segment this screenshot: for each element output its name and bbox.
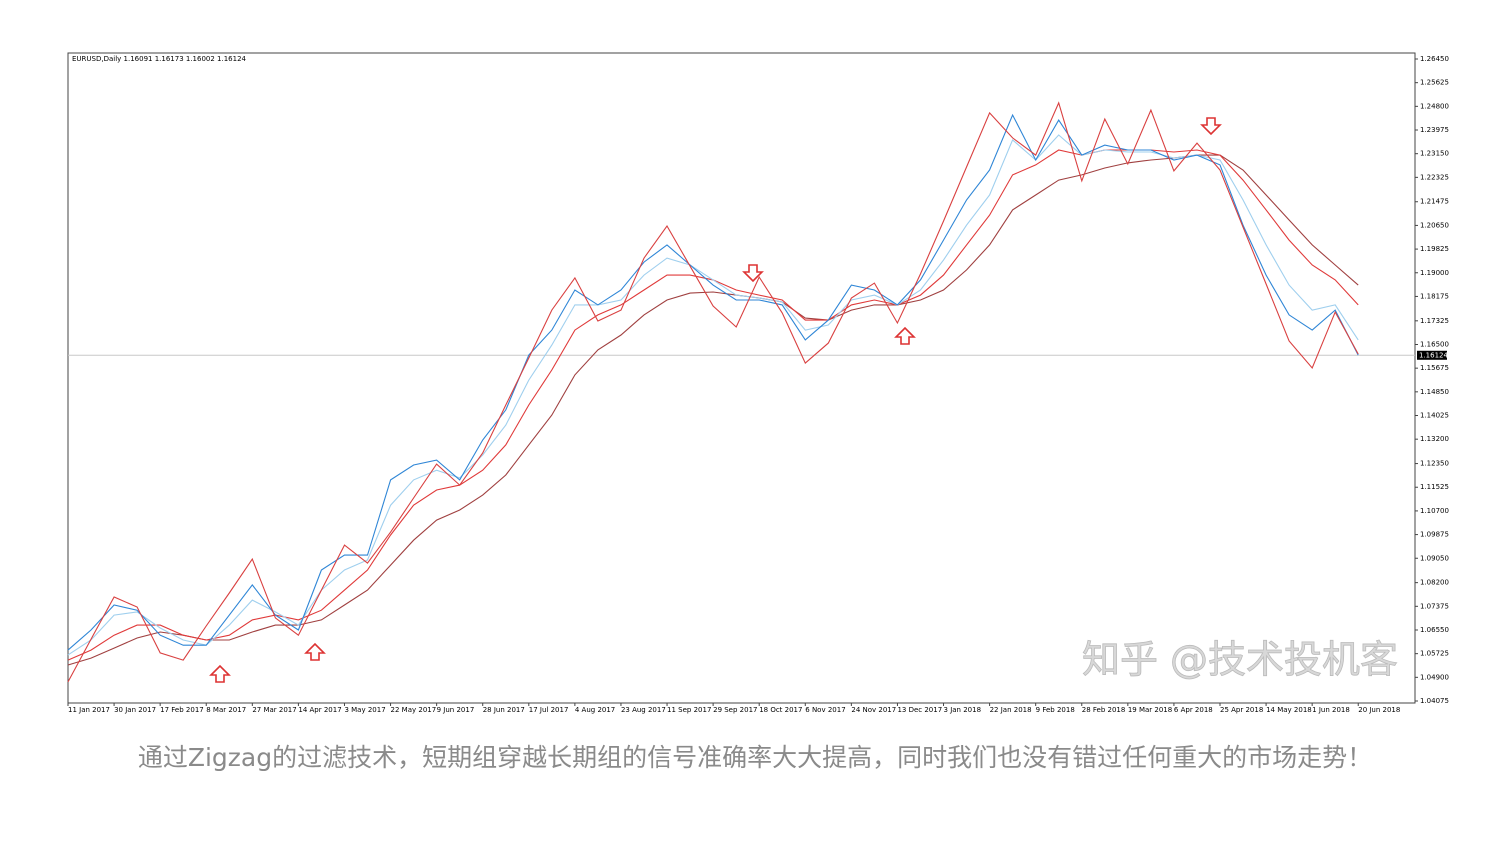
y-tick-label: 1.25625 <box>1420 79 1449 87</box>
x-tick-label: 9 Jun 2017 <box>437 706 475 714</box>
y-tick-label: 1.24800 <box>1420 102 1449 110</box>
y-tick-label: 1.23975 <box>1420 126 1449 134</box>
y-tick-label: 1.14025 <box>1420 412 1449 420</box>
last-price-label: 1.16124 <box>1419 351 1448 359</box>
caption: 通过Zigzag的过滤技术，短期组穿越长期组的信号准确率大大提高，同时我们也没有… <box>137 743 1373 772</box>
x-tick-label: 22 May 2017 <box>391 706 437 714</box>
y-tick-label: 1.07375 <box>1420 602 1449 610</box>
x-tick-label: 6 Nov 2017 <box>805 706 845 714</box>
y-tick-label: 1.12350 <box>1420 460 1449 468</box>
x-tick-label: 23 Aug 2017 <box>621 706 666 714</box>
x-tick-label: 20 Jun 2018 <box>1358 706 1400 714</box>
y-tick-label: 1.18175 <box>1420 292 1449 300</box>
y-tick-label: 1.04900 <box>1420 673 1449 681</box>
x-tick-label: 6 Apr 2018 <box>1174 706 1213 714</box>
y-tick-label: 1.19825 <box>1420 245 1449 253</box>
y-tick-label: 1.22325 <box>1420 173 1449 181</box>
last-price-box <box>1417 350 1447 360</box>
down-arrow <box>1200 117 1222 136</box>
y-tick-label: 1.26450 <box>1420 55 1449 63</box>
x-tick-label: 30 Jan 2017 <box>114 706 156 714</box>
y-tick-label: 1.09875 <box>1420 531 1449 539</box>
series-line <box>67 154 1359 666</box>
x-tick-label: 3 Jan 2018 <box>944 706 982 714</box>
x-tick-label: 28 Jun 2017 <box>483 706 525 714</box>
x-tick-label: 19 Mar 2018 <box>1128 706 1172 714</box>
x-tick-label: 22 Jan 2018 <box>990 706 1032 714</box>
chart-header: EURUSD,Daily 1.16091 1.16173 1.16002 1.1… <box>72 55 247 63</box>
series-line <box>67 113 1359 651</box>
x-tick-label: 17 Jul 2017 <box>529 706 569 714</box>
x-tick-label: 18 Oct 2017 <box>759 706 802 714</box>
x-tick-label: 24 Nov 2017 <box>851 706 896 714</box>
x-tick-label: 29 Sep 2017 <box>713 706 757 714</box>
y-tick-label: 1.15675 <box>1420 364 1449 372</box>
up-arrow <box>304 642 326 661</box>
x-tick-label: 13 Dec 2017 <box>897 706 942 714</box>
series-line <box>67 101 1359 683</box>
x-tick-label: 28 Feb 2018 <box>1082 706 1126 714</box>
y-tick-label: 1.13200 <box>1420 435 1449 443</box>
signal-arrows <box>209 117 1222 683</box>
x-tick-label: 11 Sep 2017 <box>667 706 711 714</box>
y-tick-label: 1.05725 <box>1420 650 1449 658</box>
y-tick-label: 1.04075 <box>1420 697 1449 705</box>
y-tick-label: 1.20650 <box>1420 221 1449 229</box>
y-tick-label: 1.17325 <box>1420 317 1449 325</box>
up-arrow <box>894 326 916 345</box>
chart: EURUSD,Daily 1.16091 1.16173 1.16002 1.1… <box>67 52 1449 714</box>
y-tick-label: 1.06550 <box>1420 626 1449 634</box>
y-tick-label: 1.08200 <box>1420 579 1449 587</box>
y-tick-label: 1.11525 <box>1420 483 1449 491</box>
y-tick-label: 1.14850 <box>1420 388 1449 396</box>
x-tick-label: 4 Aug 2017 <box>575 706 615 714</box>
y-tick-label: 1.19000 <box>1420 269 1449 277</box>
y-tick-label: 1.23150 <box>1420 150 1449 158</box>
x-tick-label: 3 May 2017 <box>344 706 385 714</box>
series-line <box>67 134 1359 656</box>
x-tick-label: 9 Feb 2018 <box>1036 706 1075 714</box>
x-tick-label: 1 Jun 2018 <box>1312 706 1350 714</box>
y-tick-label: 1.10700 <box>1420 507 1449 515</box>
up-arrow <box>209 664 231 683</box>
x-tick-label: 27 Mar 2017 <box>252 706 296 714</box>
x-tick-label: 14 May 2018 <box>1266 706 1312 714</box>
x-tick-label: 11 Jan 2017 <box>68 706 110 714</box>
y-tick-label: 1.09050 <box>1420 554 1449 562</box>
watermark: 知乎 @技术投机客 <box>1082 638 1398 682</box>
y-tick-label: 1.16500 <box>1420 340 1449 348</box>
x-tick-label: 25 Apr 2018 <box>1220 706 1263 714</box>
plot-frame <box>67 52 1416 704</box>
x-tick-label: 8 Mar 2017 <box>206 706 246 714</box>
down-arrow <box>742 264 764 283</box>
x-tick-label: 17 Feb 2017 <box>160 706 204 714</box>
x-tick-label: 14 Apr 2017 <box>298 706 341 714</box>
y-tick-label: 1.21475 <box>1420 198 1449 206</box>
